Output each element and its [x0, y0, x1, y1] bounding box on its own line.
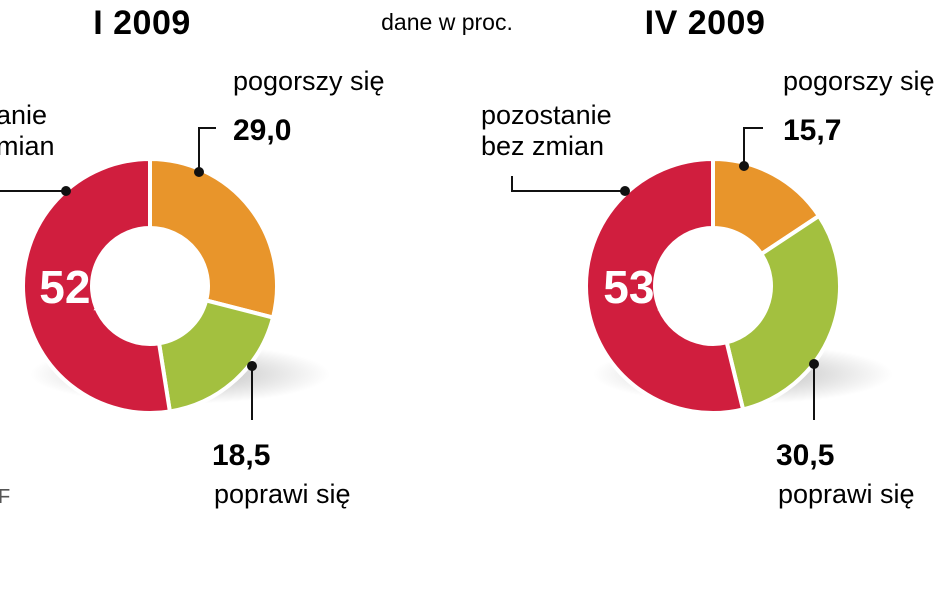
donut-chart-2: pogorszy się 15,7 30,5 poprawi się pozostani… — [481, 66, 935, 509]
value-pogorszy: 15,7 — [783, 114, 841, 147]
leader-dot-pogorszy — [194, 167, 204, 177]
leader-line-pogorszy — [743, 127, 763, 166]
leader-dot-pogorszy — [739, 161, 749, 171]
leader-dot-bez-zmian — [61, 186, 71, 196]
label-bez-zmian: mian — [0, 131, 55, 161]
leader-dot-bez-zmian — [620, 186, 630, 196]
label-pogorszy: pogorszy się — [783, 66, 935, 96]
label-bez-zmian: pozostanie — [481, 100, 612, 130]
slice-bez-zmian — [584, 157, 746, 415]
leader-line-pogorszy — [198, 127, 216, 172]
value-bez-zmian: 53,8 — [603, 261, 693, 313]
value-poprawi: 18,5 — [212, 439, 270, 472]
label-poprawi: poprawi się — [214, 479, 351, 509]
value-bez-zmian: 52,5 — [39, 261, 129, 313]
leader-dot-poprawi — [247, 361, 257, 371]
value-poprawi: 30,5 — [776, 439, 834, 472]
label-pogorszy: pogorszy się — [233, 66, 385, 96]
label-poprawi: poprawi się — [778, 479, 915, 509]
leader-dot-poprawi — [809, 359, 819, 369]
leader-line-bez-zmian — [511, 176, 625, 192]
slice-poprawi — [157, 298, 276, 414]
unit-label: dane w proc. — [381, 9, 513, 35]
slice-pogorszy — [148, 157, 279, 320]
label-bez-zmian: bez zmian — [481, 131, 604, 161]
source-fragment: F — [0, 486, 10, 508]
chart-2-title: IV 2009 — [645, 4, 766, 42]
chart-1-title: I 2009 — [93, 4, 191, 42]
value-pogorszy: 29,0 — [233, 114, 291, 147]
label-bez-zmian: anie — [0, 100, 47, 130]
slice-bez-zmian — [21, 157, 172, 415]
